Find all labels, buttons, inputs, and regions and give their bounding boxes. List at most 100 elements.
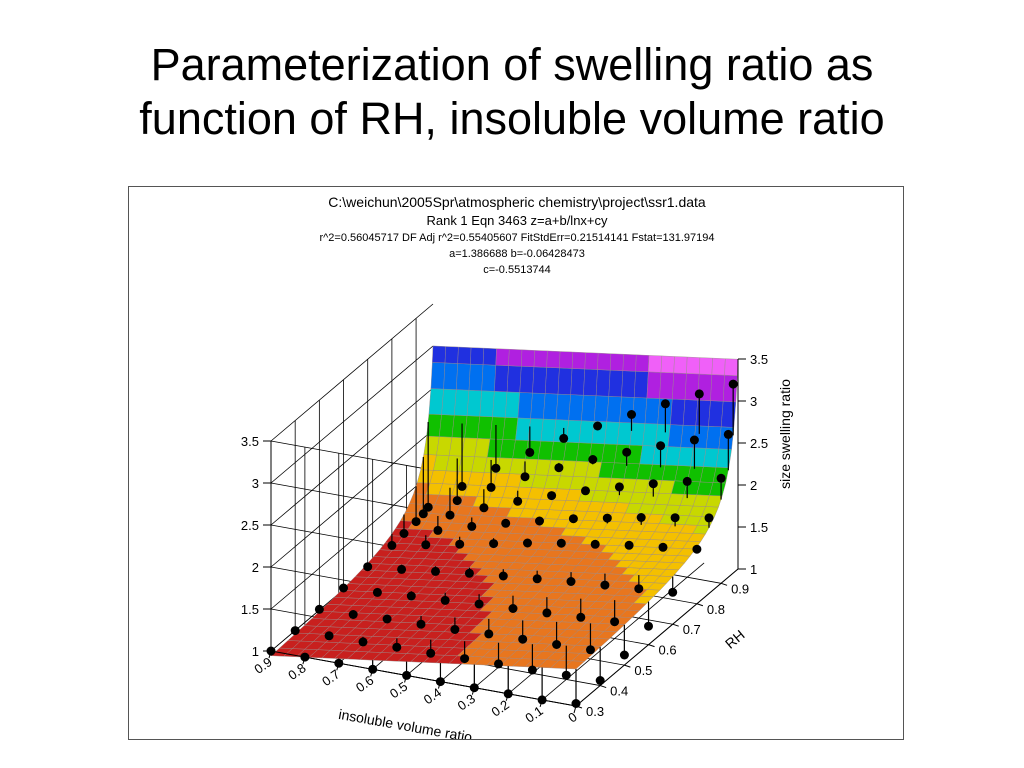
data-point	[418, 509, 428, 519]
data-point	[648, 479, 658, 489]
data-point	[431, 566, 440, 576]
data-point	[624, 540, 634, 550]
data-point	[595, 676, 605, 685]
data-point	[704, 513, 714, 523]
surface-patch	[443, 362, 458, 390]
data-point	[416, 619, 426, 629]
chart-coefficient-c: c=-0.5513744	[483, 264, 551, 276]
surface-patch	[494, 364, 509, 393]
back-wall-grid-line	[270, 303, 434, 442]
data-point	[656, 441, 666, 451]
data-point	[426, 648, 436, 658]
ivr-tick-label: 0.8	[285, 660, 308, 683]
surface-patch	[708, 400, 724, 428]
surface-patch	[606, 396, 622, 423]
back-wall-grid-line	[270, 387, 434, 526]
data-point	[622, 447, 632, 457]
ivr-tick-mark	[573, 705, 577, 714]
data-point	[554, 463, 564, 473]
data-point	[644, 621, 653, 631]
ivr-tick-label: 0.3	[455, 691, 478, 714]
rh-tick-label: 0.3	[586, 704, 604, 719]
surface-patch	[506, 365, 522, 393]
data-point	[464, 568, 474, 578]
surface-patch	[608, 369, 624, 398]
data-point	[290, 626, 300, 636]
surface-patch	[464, 415, 481, 439]
rh-tick-label: 0.5	[634, 663, 652, 678]
data-point	[445, 510, 455, 520]
surface-patch	[530, 392, 546, 420]
data-point	[660, 399, 670, 409]
surface-patch	[432, 345, 446, 364]
surface-patch	[595, 369, 611, 397]
data-point	[559, 433, 569, 443]
data-point	[479, 503, 489, 513]
rh-tick-mark	[696, 603, 704, 607]
ivr-tick-mark	[370, 669, 374, 677]
data-point	[532, 574, 542, 584]
surface-patch	[646, 371, 662, 399]
data-point	[460, 654, 470, 664]
surface-patch	[698, 357, 713, 375]
data-point	[457, 481, 467, 491]
surface-patch	[705, 426, 722, 450]
surface-patch	[546, 350, 561, 369]
surface-patch	[441, 388, 457, 416]
surface-patch	[621, 370, 636, 398]
z-tick-label-right: 1.5	[750, 520, 768, 535]
data-point	[586, 645, 595, 655]
data-point	[486, 482, 496, 492]
ivr-tick-label: 0.7	[319, 666, 342, 689]
data-point	[372, 587, 382, 597]
data-point	[450, 625, 460, 634]
data-point	[489, 539, 499, 549]
data-point	[610, 617, 620, 627]
surface-patch	[667, 424, 684, 448]
back-wall-grid-line	[270, 345, 434, 484]
surface-patch	[533, 350, 548, 368]
surface-patch	[616, 422, 633, 446]
z-tick-label-left: 2.5	[241, 518, 259, 533]
ivr-tick-label: 0.1	[522, 703, 545, 726]
rh-tick-label: 0.6	[659, 643, 677, 658]
surface-patch	[540, 418, 557, 442]
z-tick-label-right: 3	[750, 394, 757, 409]
data-point	[581, 486, 590, 496]
data-point	[455, 539, 465, 549]
chart-file-path: C:\weichun\2005Spr\atmospheric chemistry…	[328, 194, 706, 210]
ivr-tick-label: 0.4	[421, 685, 444, 708]
data-point	[692, 544, 702, 554]
z-tick-label-left: 1	[252, 644, 259, 659]
ivr-tick-mark	[505, 693, 509, 701]
data-point	[525, 447, 535, 457]
surface-patch	[571, 351, 586, 370]
surface-patch	[439, 414, 455, 438]
ivr-tick-label: 0.6	[353, 673, 376, 696]
data-point	[452, 496, 462, 506]
surface-patch	[517, 392, 533, 419]
surface-patch	[502, 417, 519, 441]
chart-coefficients-ab: a=1.386688 b=-0.06428473	[449, 248, 585, 260]
surface-patch	[711, 357, 726, 376]
data-point	[494, 659, 503, 669]
data-point	[527, 665, 537, 675]
data-point	[670, 513, 680, 523]
ivr-axis-title: insoluble volume ratio	[337, 706, 473, 739]
surface-patch	[581, 394, 597, 422]
back-wall-grid-line	[270, 471, 434, 610]
data-point	[433, 525, 443, 535]
surface-patch	[504, 391, 521, 419]
surface-patch	[673, 356, 688, 374]
data-point	[423, 502, 433, 512]
surface-patch	[584, 352, 599, 370]
surface-patch	[521, 349, 535, 368]
surface-patch	[481, 364, 497, 392]
surface-patch	[724, 358, 739, 376]
data-point	[556, 538, 566, 548]
ivr-axis	[270, 650, 577, 707]
surface-patch	[532, 366, 547, 394]
surface-patch	[660, 355, 675, 374]
z-tick-label-right: 3.5	[750, 352, 768, 367]
data-point	[658, 542, 668, 552]
